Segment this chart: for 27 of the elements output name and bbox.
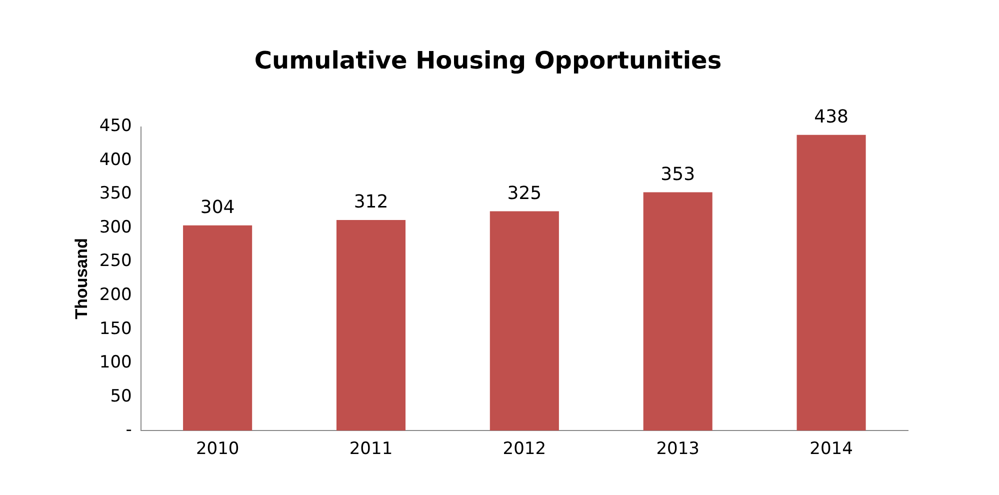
y-tick-label: - — [126, 420, 132, 440]
y-tick-label: 300 — [99, 217, 132, 238]
data-label: 325 — [507, 182, 542, 204]
y-tick-label: 400 — [99, 150, 132, 170]
x-tick-label: 2010 — [196, 439, 240, 460]
chart-title: Cumulative Housing Opportunities — [254, 46, 722, 75]
y-tick-label: 150 — [99, 318, 132, 339]
x-tick-label: 2012 — [502, 439, 546, 460]
bar — [643, 192, 712, 431]
x-tick-label: 2014 — [810, 439, 853, 460]
bar — [490, 211, 559, 431]
data-label: 438 — [814, 106, 848, 128]
y-axis-title: Thousand — [72, 238, 91, 320]
y-tick-label: 450 — [99, 116, 132, 136]
bar — [336, 220, 406, 431]
x-tick-label: 2011 — [349, 439, 393, 460]
data-label: 353 — [660, 164, 696, 185]
y-tick-label: 200 — [99, 285, 132, 305]
data-label: 312 — [354, 192, 388, 213]
y-tick-label: 250 — [99, 251, 132, 272]
x-tick-label: 2013 — [656, 439, 700, 460]
y-tick-label: 350 — [99, 184, 132, 204]
data-label: 304 — [200, 197, 235, 218]
bar — [183, 225, 252, 431]
y-tick-label: 50 — [110, 386, 132, 406]
bar — [796, 134, 866, 431]
y-tick-label: 100 — [99, 352, 132, 373]
